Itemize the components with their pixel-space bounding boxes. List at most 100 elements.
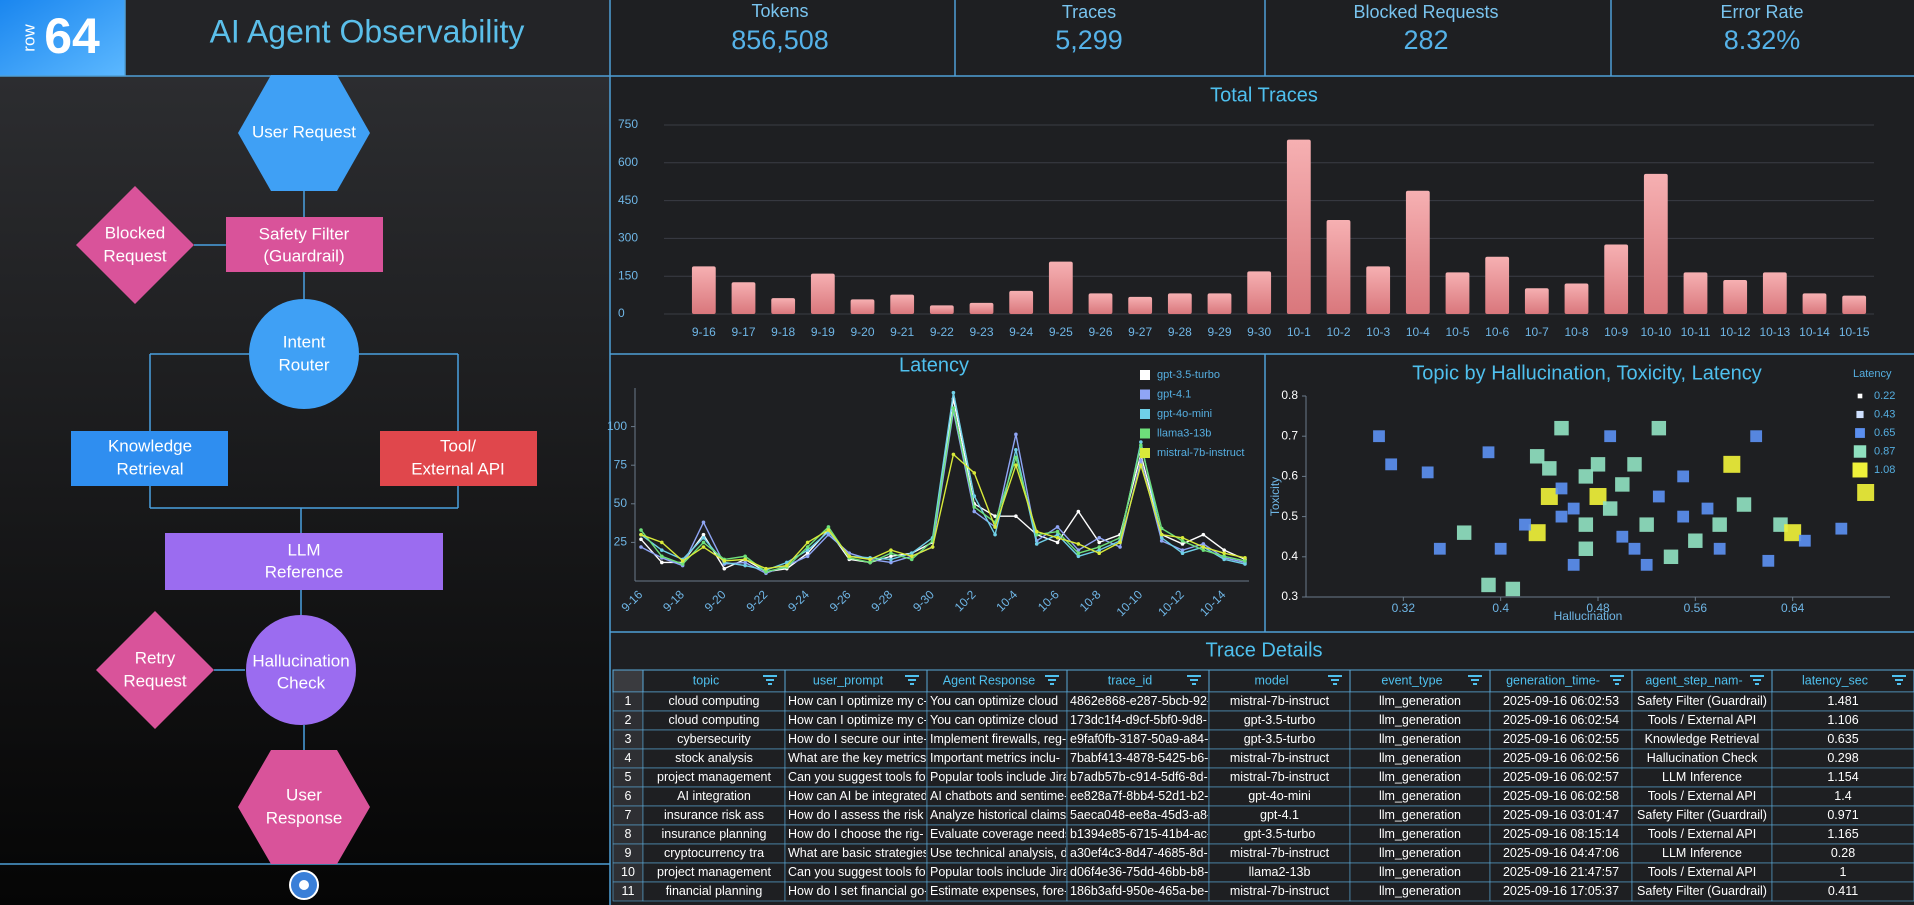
point bbox=[1055, 529, 1060, 534]
point bbox=[784, 560, 789, 565]
cell-text: gpt-3.5-turbo bbox=[1244, 732, 1316, 746]
kpi-label: Tokens bbox=[751, 1, 808, 21]
bar bbox=[1128, 296, 1153, 314]
row-number: 3 bbox=[625, 732, 632, 746]
x-tick-label: 10-8 bbox=[1564, 325, 1588, 339]
point bbox=[1055, 525, 1060, 529]
column-header: Agent Response bbox=[943, 673, 1035, 687]
filter-icon[interactable] bbox=[1045, 675, 1059, 685]
kpi-label: Blocked Requests bbox=[1353, 2, 1498, 22]
cell-text: Tools / External API bbox=[1648, 789, 1756, 803]
cell-text: 0.971 bbox=[1827, 808, 1858, 822]
row-number: 8 bbox=[625, 827, 632, 841]
y-axis-label: Toxicity bbox=[1268, 477, 1282, 516]
legend-label: gpt-4o-mini bbox=[1157, 408, 1212, 420]
cell-text: gpt-3.5-turbo bbox=[1244, 827, 1316, 841]
bar bbox=[1683, 272, 1708, 314]
legend-swatch bbox=[1857, 393, 1863, 399]
filter-icon[interactable] bbox=[1892, 675, 1906, 685]
point bbox=[784, 563, 789, 568]
x-tick-label: 10-14 bbox=[1799, 325, 1830, 339]
node-label: User Request bbox=[252, 122, 356, 141]
filter-icon[interactable] bbox=[763, 675, 777, 685]
filter-icon[interactable] bbox=[1750, 675, 1764, 685]
point bbox=[805, 540, 810, 545]
bar bbox=[890, 294, 915, 314]
filter-icon[interactable] bbox=[1610, 675, 1624, 685]
cell-text: 2025-09-16 21:47:57 bbox=[1503, 865, 1619, 879]
x-axis-label: Hallucination bbox=[1554, 609, 1623, 623]
point bbox=[1616, 530, 1629, 543]
point bbox=[1567, 558, 1580, 571]
cell-text: gpt-4o-mini bbox=[1248, 789, 1311, 803]
node-label: Tool/ bbox=[440, 436, 476, 455]
point bbox=[951, 390, 956, 395]
cell-text: b1394e85-6715-41b4-ac- bbox=[1070, 827, 1211, 841]
cell-text: LLM Inference bbox=[1662, 846, 1742, 860]
point bbox=[1701, 502, 1714, 515]
x-tick-label: 9-22 bbox=[930, 325, 954, 339]
x-tick-label: 9-27 bbox=[1128, 325, 1152, 339]
column-header: generation_time- bbox=[1506, 673, 1600, 687]
x-tick-label: 10-7 bbox=[1525, 325, 1549, 339]
node-label: Request bbox=[103, 246, 167, 265]
cell-text: How can I optimize my c- bbox=[788, 713, 928, 727]
cell-text: mistral-7b-instruct bbox=[1230, 751, 1330, 765]
point bbox=[1180, 542, 1185, 546]
cell-text: cloud computing bbox=[668, 694, 759, 708]
cell-text: 2025-09-16 03:01:47 bbox=[1503, 808, 1619, 822]
point bbox=[1639, 517, 1654, 532]
footer-icon bbox=[299, 880, 309, 890]
node-shape bbox=[71, 431, 228, 486]
kpi-value: 5,299 bbox=[1055, 25, 1123, 55]
series-line bbox=[640, 411, 1246, 575]
point bbox=[1750, 430, 1763, 443]
point bbox=[1034, 529, 1039, 534]
y-tick-label: 750 bbox=[618, 117, 638, 131]
filter-icon[interactable] bbox=[1468, 675, 1482, 685]
logo-number: 64 bbox=[44, 8, 100, 64]
cell-text: Tools / External API bbox=[1648, 827, 1756, 841]
cell-text: Evaluate coverage needs, bbox=[930, 827, 1075, 841]
x-tick-label: 9-24 bbox=[1009, 325, 1033, 339]
legend-swatch bbox=[1853, 445, 1867, 458]
x-tick-label: 9-30 bbox=[1247, 325, 1271, 339]
filter-icon[interactable] bbox=[1187, 675, 1201, 685]
bar bbox=[1802, 293, 1827, 314]
cell-text: 2025-09-16 06:02:54 bbox=[1503, 713, 1619, 727]
cell-text: 1.481 bbox=[1827, 694, 1858, 708]
kpi-value: 282 bbox=[1403, 25, 1448, 55]
filter-icon[interactable] bbox=[1328, 675, 1342, 685]
point bbox=[1201, 532, 1206, 537]
filter-icon[interactable] bbox=[905, 675, 919, 685]
point bbox=[1578, 517, 1594, 532]
x-tick-label: 9-19 bbox=[811, 325, 835, 339]
point bbox=[1014, 463, 1018, 468]
point bbox=[1222, 548, 1226, 552]
x-tick-label: 0.32 bbox=[1392, 601, 1416, 615]
y-tick-label: 0.6 bbox=[1281, 469, 1298, 483]
point bbox=[1076, 509, 1081, 514]
point bbox=[1589, 488, 1607, 505]
point bbox=[909, 554, 914, 559]
connector bbox=[149, 191, 459, 750]
point bbox=[660, 554, 664, 559]
cell-text: a30ef4c3-8d47-4685-8d- bbox=[1070, 846, 1208, 860]
point bbox=[1421, 466, 1434, 479]
point bbox=[639, 528, 643, 532]
point bbox=[1139, 440, 1143, 444]
x-tick-label: 10-6 bbox=[1485, 325, 1509, 339]
column-header: agent_step_nam- bbox=[1645, 673, 1742, 687]
x-tick-label: 9-29 bbox=[1207, 325, 1231, 339]
point bbox=[1139, 463, 1143, 468]
node-label: Retrieval bbox=[116, 459, 183, 478]
legend-label: mistral-7b-instruct bbox=[1157, 447, 1244, 459]
x-tick-label: 10-3 bbox=[1366, 325, 1390, 339]
bar bbox=[1723, 279, 1748, 314]
logo bbox=[0, 0, 125, 76]
cell-text: Hallucination Check bbox=[1647, 751, 1758, 765]
node-label: Blocked bbox=[105, 223, 165, 242]
point bbox=[1762, 554, 1775, 567]
point bbox=[1640, 558, 1653, 571]
node-label: Request bbox=[123, 671, 187, 690]
